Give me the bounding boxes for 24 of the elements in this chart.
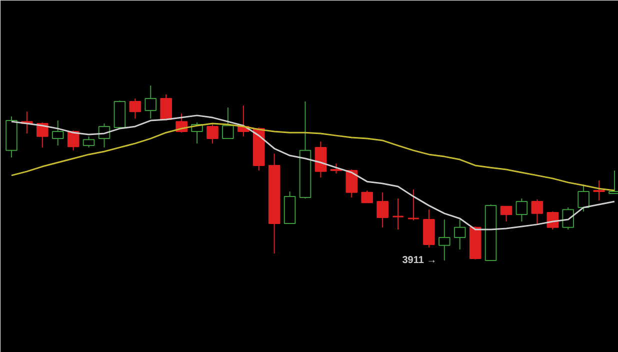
candlestick <box>578 184 590 212</box>
candlestick <box>82 136 95 148</box>
candlestick <box>562 206 574 230</box>
candlestick <box>314 141 327 178</box>
candlestick <box>361 190 374 204</box>
candlestick <box>392 198 404 230</box>
candlestick <box>346 169 358 198</box>
candlestick <box>531 198 544 225</box>
annotation: 3911 → <box>402 254 437 266</box>
candlestick <box>376 192 388 228</box>
candlestick <box>407 188 420 221</box>
candlestick <box>36 122 48 148</box>
candlestick <box>206 124 218 144</box>
candlestick <box>546 210 559 230</box>
candlestick <box>500 206 512 222</box>
candlestick <box>454 219 466 250</box>
candlestick <box>52 120 64 146</box>
candlestick <box>438 219 450 261</box>
candlestick <box>160 94 172 122</box>
candlestick <box>222 107 234 140</box>
candlestick <box>129 98 142 120</box>
candlestick <box>516 198 528 222</box>
candlestick <box>593 180 605 201</box>
candlestick <box>144 85 157 120</box>
